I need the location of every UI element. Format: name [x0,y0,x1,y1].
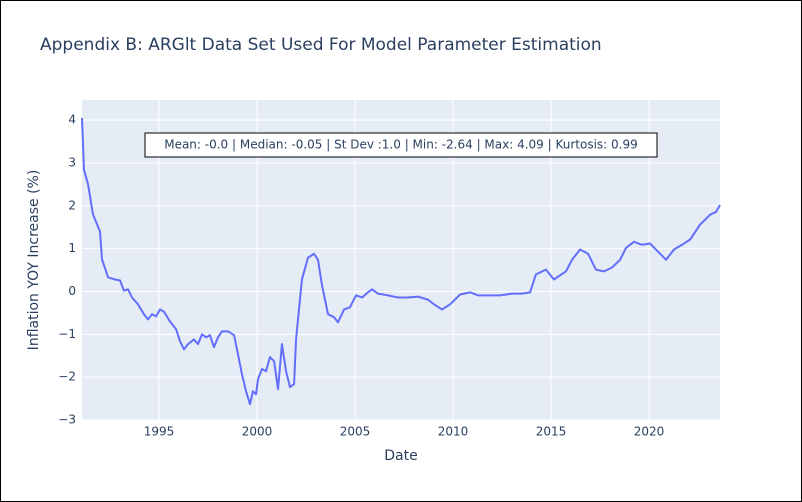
x-tick-label: 2005 [340,425,371,439]
x-axis-label: Date [384,448,417,464]
data-line [81,117,721,406]
chart-title: Appendix B: ARGlt Data Set Used For Mode… [40,35,602,55]
annotation-box [144,132,658,158]
y-tick-label: −2 [58,370,76,384]
y-tick-label: 0 [68,284,76,298]
y-tick-label: 2 [68,198,76,212]
annotation: Mean: -0.0 | Median: -0.05 | St Dev :1.0… [164,138,638,152]
x-tick-label: 2020 [634,425,665,439]
x-tick-label: 1995 [144,425,175,439]
y-tick-label: −3 [58,413,76,427]
y-tick-label: 4 [68,113,76,127]
y-tick-label: 3 [68,155,76,169]
x-tick-label: 2015 [536,425,567,439]
x-tick-label: 2000 [242,425,273,439]
x-tick-label: 2010 [438,425,469,439]
y-tick-label: 1 [68,241,76,255]
y-axis-label: Inflation YOY Increase (%) [26,170,42,351]
y-tick-label: −1 [58,327,76,341]
